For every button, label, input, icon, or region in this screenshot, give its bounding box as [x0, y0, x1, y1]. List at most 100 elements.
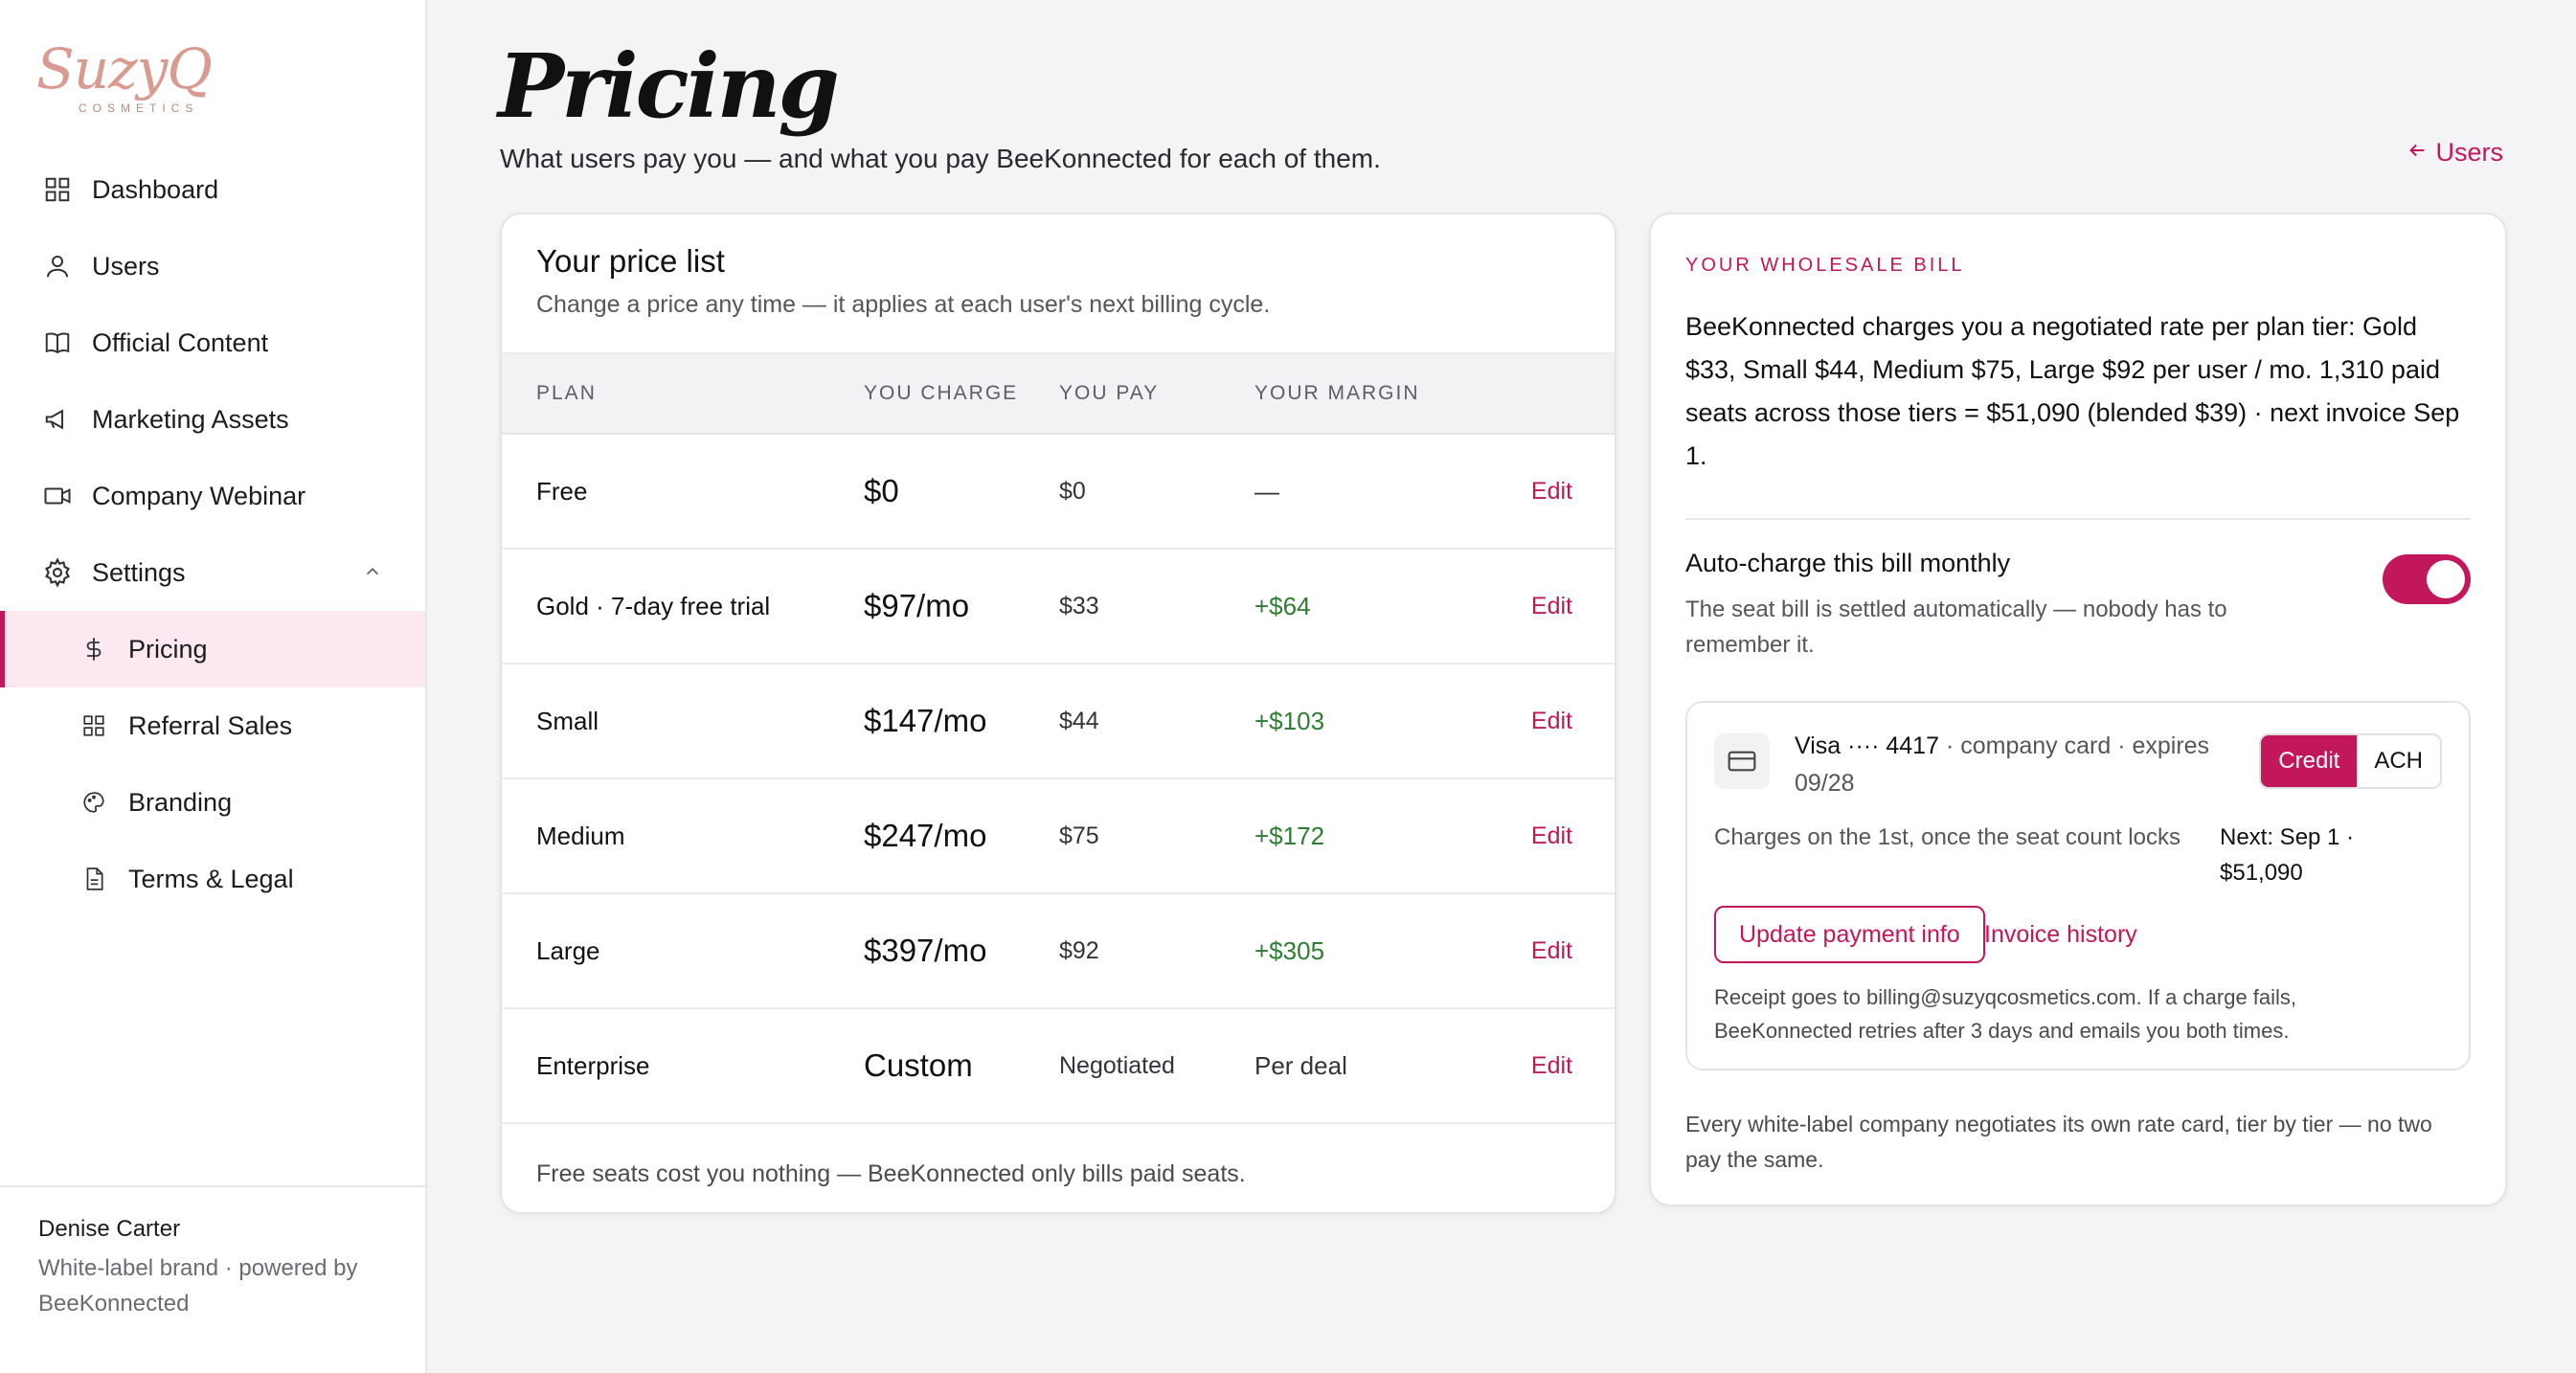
price-list-footer: Free seats cost you nothing — BeeKonnect… — [536, 1160, 1246, 1187]
plan-pay: $33 — [1059, 592, 1099, 619]
price-list-subtitle: Change a price any time — it applies at … — [536, 291, 1271, 318]
receipt-note: Receipt goes to billing@suzyqcosmetics.c… — [1714, 985, 2297, 1043]
sidebar-item-terms-legal[interactable]: Terms & Legal — [0, 841, 425, 917]
update-payment-button[interactable]: Update payment info — [1714, 906, 1985, 963]
plan-name: Enterprise — [536, 1050, 650, 1080]
edit-button[interactable]: Edit — [1530, 1051, 1572, 1079]
column-header-plan: PLAN — [536, 382, 597, 404]
document-icon — [75, 860, 113, 898]
sidebar-item-label: Marketing Assets — [92, 404, 289, 434]
sidebar-item-label: Branding — [128, 787, 233, 817]
sidebar-item-official-content[interactable]: Official Content — [0, 304, 425, 381]
card-brand: Visa ···· 4417 — [1795, 732, 1939, 759]
column-header-you-pay: YOU PAY — [1059, 382, 1160, 404]
next-charge: Next: Sep 1 · $51,090 — [2220, 824, 2355, 886]
column-header-your-margin: YOUR MARGIN — [1254, 382, 1420, 404]
plan-margin: +$64 — [1254, 591, 1311, 620]
sidebar-item-users[interactable]: Users — [0, 228, 425, 304]
sidebar-item-label: Dashboard — [92, 174, 219, 204]
auto-charge-toggle[interactable] — [2383, 554, 2471, 604]
sidebar-footer: Denise Carter White-label brand · powere… — [0, 1185, 425, 1373]
edit-button[interactable]: Edit — [1530, 592, 1572, 619]
wholesale-eyebrow: YOUR WHOLESALE BILL — [1685, 255, 1965, 276]
logo-text: SuzyQ — [36, 36, 213, 101]
sidebar-item-label: Pricing — [128, 634, 208, 664]
price-list-header: Your price list Change a price any time … — [502, 214, 1615, 354]
sidebar-item-settings[interactable]: Settings — [0, 534, 425, 611]
plan-pay: Negotiated — [1059, 1051, 1175, 1079]
plan-margin: +$172 — [1254, 821, 1325, 850]
sidebar-item-label: Official Content — [92, 327, 269, 357]
charge-schedule-note: Charges on the 1st, once the seat count … — [1714, 824, 2181, 850]
wholesale-bill-card: YOUR WHOLESALE BILL BeeKonnected charges… — [1649, 213, 2507, 1206]
edit-button[interactable]: Edit — [1530, 822, 1572, 849]
sidebar-nav: Dashboard Users Official Content Marketi… — [0, 151, 425, 917]
card-detail: · company card · expires 09/28 — [1795, 732, 2210, 797]
sidebar-item-company-webinar[interactable]: Company Webinar — [0, 458, 425, 534]
page-title: Pricing — [498, 34, 840, 138]
price-list-title: Your price list — [536, 243, 725, 279]
table-row: Free $0 $0 — Edit — [502, 435, 1615, 550]
table-header: PLAN YOU CHARGE YOU PAY YOUR MARGIN — [502, 354, 1615, 435]
plan-name: Large — [536, 935, 600, 965]
sidebar-item-label: Users — [92, 251, 160, 281]
user-icon — [38, 247, 77, 285]
plan-margin: Per deal — [1254, 1050, 1347, 1080]
column-header-you-charge: YOU CHARGE — [864, 382, 1019, 404]
plan-pay: $92 — [1059, 936, 1099, 964]
sidebar-item-dashboard[interactable]: Dashboard — [0, 151, 425, 228]
sidebar: SuzyQ COSMETICS Dashboard Users Official… — [0, 0, 427, 1373]
sidebar-item-marketing-assets[interactable]: Marketing Assets — [0, 381, 425, 458]
plan-charge: $0 — [864, 473, 899, 508]
plan-charge: Custom — [864, 1047, 973, 1083]
grid-icon — [38, 170, 77, 209]
divider — [1685, 518, 2471, 520]
plan-name: Small — [536, 706, 599, 735]
credit-card-icon — [1714, 733, 1770, 789]
wholesale-footer: Every white-label company negotiates its… — [1685, 1112, 2432, 1172]
dollar-icon — [75, 630, 113, 668]
sidebar-item-referral-sales[interactable]: Referral Sales — [0, 687, 425, 764]
sidebar-item-branding[interactable]: Branding — [0, 764, 425, 841]
card-summary: Visa ···· 4417 · company card · expires … — [1795, 728, 2245, 802]
ach-option[interactable]: ACH — [2357, 735, 2440, 787]
sidebar-item-pricing[interactable]: Pricing — [0, 611, 425, 687]
table-row: Gold · 7-day free trial $97/mo $33 +$64 … — [502, 550, 1615, 664]
gear-icon — [38, 553, 77, 592]
plan-charge: $247/mo — [864, 818, 987, 853]
plan-margin: +$305 — [1254, 935, 1325, 965]
sidebar-item-label: Settings — [92, 557, 186, 587]
price-list-card: Your price list Change a price any time … — [500, 213, 1616, 1214]
auto-charge-title: Auto-charge this bill monthly — [1685, 549, 2011, 577]
table-row: Small $147/mo $44 +$103 Edit — [502, 664, 1615, 779]
chevron-up-icon[interactable] — [362, 559, 383, 589]
plan-pay: $75 — [1059, 822, 1099, 849]
auto-charge-subtitle: The seat bill is settled automatically —… — [1685, 596, 2227, 658]
credit-option[interactable]: Credit — [2261, 735, 2358, 787]
back-to-users-link[interactable]: Users — [2407, 138, 2503, 168]
user-name: Denise Carter — [38, 1216, 181, 1242]
brand-logo[interactable]: SuzyQ COSMETICS — [36, 34, 218, 117]
plan-pay: $44 — [1059, 707, 1099, 734]
sidebar-item-label: Company Webinar — [92, 481, 306, 510]
plan-name: Medium — [536, 821, 625, 850]
megaphone-icon — [38, 400, 77, 439]
edit-button[interactable]: Edit — [1530, 477, 1572, 505]
table-row: Large $397/mo $92 +$305 Edit — [502, 894, 1615, 1009]
table-row: Medium $247/mo $75 +$172 Edit — [502, 779, 1615, 894]
plan-pay: $0 — [1059, 477, 1086, 505]
grid-icon — [75, 707, 113, 745]
plan-charge: $397/mo — [864, 933, 987, 968]
toggle-knob — [2427, 560, 2465, 598]
plan-charge: $147/mo — [864, 703, 987, 738]
sidebar-item-label: Terms & Legal — [128, 864, 294, 893]
payment-method-toggle: Credit ACH — [2259, 733, 2442, 789]
auto-charge-row: Auto-charge this bill monthly The seat b… — [1685, 549, 2471, 663]
table-row: Enterprise Custom Negotiated Per deal Ed… — [502, 1009, 1615, 1124]
video-icon — [38, 477, 77, 515]
edit-button[interactable]: Edit — [1530, 936, 1572, 964]
invoice-history-link[interactable]: Invoice history — [1984, 920, 2137, 948]
edit-button[interactable]: Edit — [1530, 707, 1572, 734]
payment-method-box: Visa ···· 4417 · company card · expires … — [1685, 701, 2471, 1070]
brand-line: White-label brand · powered by BeeKonnec… — [38, 1255, 358, 1317]
